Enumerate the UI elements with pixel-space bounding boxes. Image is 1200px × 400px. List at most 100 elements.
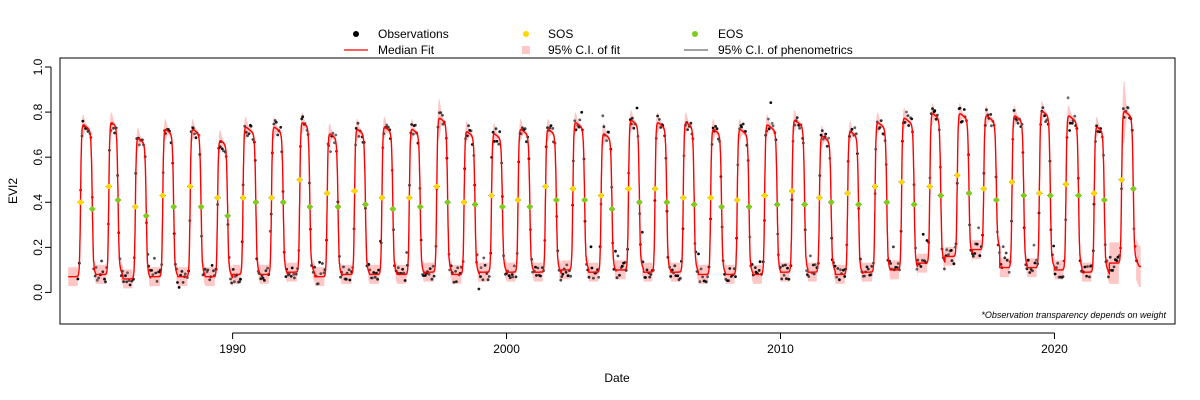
observation-point [607, 130, 611, 134]
observation-point [767, 127, 771, 131]
eos-point [143, 213, 149, 219]
observation-point [697, 252, 700, 256]
observation-point [565, 263, 569, 267]
eos-point [993, 197, 999, 203]
observation-point [94, 266, 98, 269]
observation-point [645, 268, 649, 272]
eos-point [1047, 192, 1053, 199]
observation-point [1066, 96, 1070, 100]
observation-point [706, 275, 709, 279]
observation-point [701, 275, 704, 279]
eos-point [966, 190, 972, 196]
observation-point [648, 275, 652, 279]
eos-point [198, 204, 204, 210]
observation-point [357, 135, 361, 138]
observation-point [1016, 121, 1020, 125]
observation-point [566, 274, 570, 278]
observation-point [870, 264, 874, 268]
sos-point [240, 195, 246, 201]
observation-point [347, 268, 351, 272]
sos-point [872, 183, 878, 190]
observation-point [597, 275, 601, 279]
sos-point [379, 195, 385, 201]
observation-point [279, 125, 283, 129]
observation-point [1112, 265, 1116, 269]
sos-point [1036, 190, 1042, 196]
legend-ci-fit-label: 95% C.I. of fit [548, 43, 621, 57]
observation-point [239, 277, 242, 281]
observation-point [128, 283, 132, 287]
observation-point [521, 126, 524, 130]
observation-point [569, 274, 572, 278]
observation-point [1088, 275, 1091, 279]
eos-point [884, 199, 890, 205]
observation-point [410, 123, 413, 126]
observation-point [122, 280, 125, 283]
observation-point [673, 264, 677, 268]
legend-observations-marker [353, 31, 359, 37]
observation-point [401, 267, 404, 271]
observation-point [93, 274, 97, 278]
observation-point [481, 278, 485, 282]
observation-point [952, 262, 956, 266]
eos-point [362, 201, 369, 208]
observation-point [377, 268, 380, 272]
observation-point [153, 256, 156, 260]
observation-point [493, 140, 496, 143]
observation-point [649, 273, 653, 276]
observation-point [452, 280, 456, 284]
observation-point [863, 274, 866, 278]
observation-point [910, 117, 914, 121]
observation-point [931, 107, 934, 111]
observation-point [495, 139, 499, 143]
observation-point [486, 278, 490, 282]
sos-point [734, 197, 740, 203]
sos-point [680, 195, 686, 201]
legend-eos-label: EOS [718, 27, 743, 41]
sos-point [160, 192, 166, 199]
observation-point [1026, 258, 1030, 262]
observation-point [455, 280, 458, 283]
observation-point [821, 137, 825, 141]
observation-point [658, 118, 661, 121]
observation-point [825, 144, 829, 148]
observation-point [138, 143, 141, 147]
observation-point [698, 280, 702, 283]
sos-point [187, 183, 193, 190]
observation-point [264, 269, 268, 273]
observation-point [514, 275, 518, 279]
observation-point [329, 150, 332, 154]
observation-point [820, 129, 824, 133]
observation-point [656, 114, 659, 118]
observation-point [782, 273, 786, 277]
observation-point [181, 281, 185, 284]
observation-point [1043, 114, 1046, 118]
observation-point [210, 264, 214, 267]
observation-point [431, 264, 435, 268]
x-tick-label: 2020 [1041, 342, 1068, 356]
sos-point [598, 192, 604, 199]
observation-point [376, 277, 379, 281]
observation-point [246, 134, 249, 138]
observation-point [836, 267, 840, 270]
observation-point [456, 266, 460, 270]
observation-point [290, 266, 294, 270]
observation-point [1115, 259, 1119, 263]
eos-point [89, 206, 95, 212]
observation-point [333, 141, 336, 145]
observation-point [787, 277, 791, 281]
observation-point [921, 232, 925, 236]
observation-point [150, 269, 154, 272]
observation-point [659, 126, 663, 129]
observation-point [916, 258, 920, 262]
observation-point [427, 272, 431, 276]
observation-point [403, 279, 407, 282]
sos-point [1091, 190, 1097, 196]
observation-point [989, 124, 993, 128]
observation-point [573, 119, 577, 123]
observation-point [903, 120, 907, 124]
observation-point [989, 113, 993, 116]
observation-point [919, 265, 923, 268]
observation-point [669, 275, 673, 278]
observation-point [670, 268, 674, 272]
